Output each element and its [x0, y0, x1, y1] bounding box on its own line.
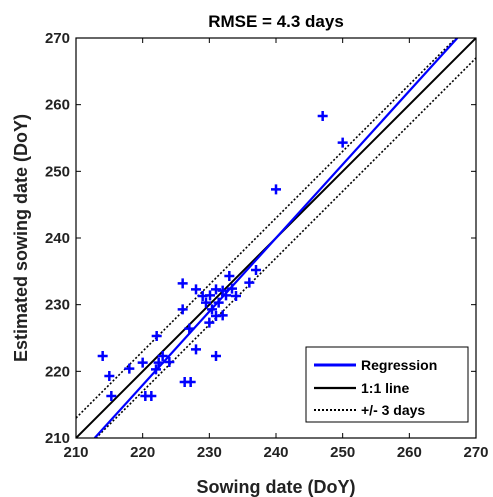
- y-tick-label: 260: [45, 97, 70, 114]
- data-point: [213, 297, 224, 308]
- y-tick-label: 240: [45, 230, 70, 247]
- data-point: [217, 310, 228, 321]
- data-point: [124, 363, 135, 374]
- data-point: [177, 278, 188, 289]
- data-point: [164, 357, 175, 367]
- data-point: [106, 391, 117, 401]
- x-tick-label: 260: [397, 444, 422, 461]
- legend-label-identity: 1:1 line: [361, 380, 409, 396]
- x-tick-label: 240: [263, 444, 288, 461]
- data-point: [224, 271, 235, 281]
- y-tick-label: 230: [45, 297, 70, 314]
- data-point: [153, 357, 164, 368]
- data-point: [205, 290, 215, 301]
- data-point: [251, 265, 261, 275]
- data-point: [97, 351, 108, 361]
- y-tick-label: 270: [45, 30, 70, 47]
- x-tick-label: 230: [197, 444, 222, 461]
- data-point: [151, 331, 162, 341]
- data-point: [231, 291, 241, 301]
- data-point: [185, 377, 196, 387]
- data-point: [207, 304, 217, 315]
- data-point: [337, 137, 348, 148]
- x-tick-label: 220: [130, 444, 155, 461]
- data-point: [151, 364, 161, 375]
- data-point: [137, 357, 148, 368]
- x-tick-label: 210: [63, 444, 88, 461]
- data-points: [97, 111, 348, 401]
- y-tick-label: 250: [45, 163, 70, 180]
- data-point: [146, 391, 157, 401]
- data-point: [271, 184, 281, 195]
- data-point: [244, 277, 255, 288]
- data-point: [157, 351, 168, 361]
- plot-frame: [75, 37, 477, 439]
- data-point: [227, 283, 237, 294]
- legend-label-band: +/- 3 days: [361, 402, 425, 418]
- data-point: [201, 297, 211, 308]
- data-point: [204, 317, 215, 328]
- data-point: [211, 351, 221, 361]
- data-point: [104, 371, 115, 381]
- y-axis-label: Estimated sowing date (DoY): [11, 114, 31, 362]
- data-point: [191, 284, 201, 295]
- data-point: [177, 304, 188, 315]
- y-tick-label: 220: [45, 363, 70, 380]
- x-tick-label: 270: [463, 444, 488, 461]
- chart-title: RMSE = 4.3 days: [208, 12, 344, 31]
- data-point: [317, 111, 328, 121]
- y-tick-label: 210: [45, 430, 70, 447]
- x-axis-label: Sowing date (DoY): [197, 477, 356, 497]
- legend-label-regression: Regression: [361, 357, 437, 373]
- data-point: [211, 284, 221, 295]
- legend: Regression 1:1 line +/- 3 days: [305, 346, 469, 423]
- data-point: [221, 290, 231, 301]
- axis-ticks: 210 220 230 240 250 260 270 210 220 230 240 250 260 2…: [45, 30, 489, 461]
- data-point: [191, 344, 201, 355]
- x-tick-label: 250: [330, 444, 355, 461]
- data-point: [184, 323, 195, 334]
- legend-box: [305, 346, 469, 423]
